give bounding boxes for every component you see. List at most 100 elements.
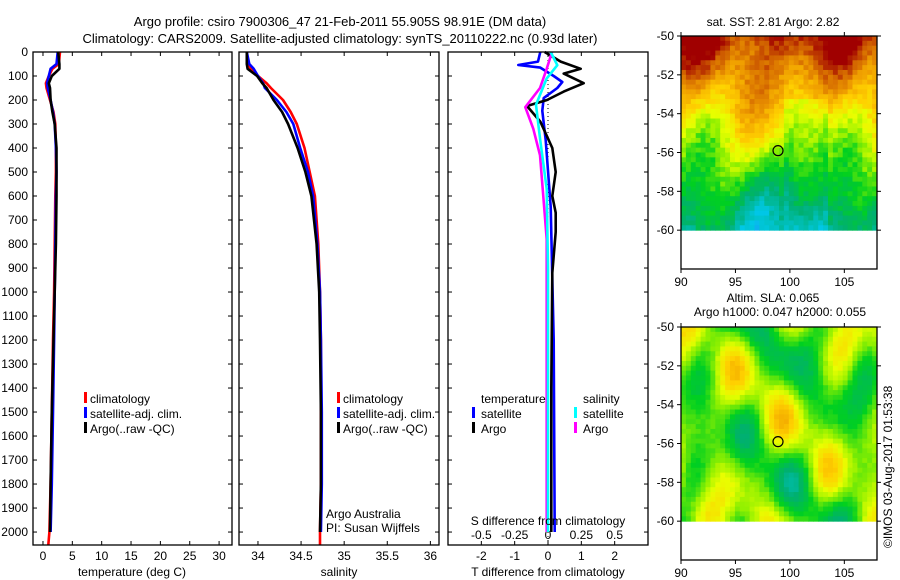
- heatmap-cell: [779, 108, 785, 115]
- heatmap-cell: [867, 424, 873, 430]
- heatmap-cell: [788, 414, 795, 420]
- heatmap-cell: [818, 108, 824, 115]
- heatmap-cell: [818, 191, 824, 197]
- heatmap-cell: [690, 55, 697, 61]
- heatmap-cell: [774, 516, 780, 522]
- heatmap-cell: [710, 492, 716, 498]
- heatmap-cell: [852, 516, 858, 522]
- heatmap-cell: [857, 511, 863, 517]
- heatmap-cell: [769, 351, 775, 357]
- heatmap-cell: [734, 210, 741, 217]
- heatmap-cell: [715, 327, 721, 333]
- heatmap-cell: [720, 346, 726, 352]
- map-frame: [680, 35, 878, 270]
- heatmap-cell: [852, 205, 858, 212]
- heatmap-cell: [734, 36, 741, 42]
- heatmap-cell: [734, 162, 741, 168]
- heatmap-cell: [749, 487, 755, 493]
- heatmap-cell: [837, 103, 844, 110]
- heatmap-cell: [695, 113, 702, 120]
- heatmap-cell: [720, 181, 726, 187]
- heatmap-cell: [823, 419, 829, 425]
- heatmap-cell: [681, 448, 687, 454]
- heatmap-cell: [808, 385, 814, 391]
- heatmap-cell: [828, 385, 834, 391]
- heatmap-cell: [754, 428, 760, 435]
- heatmap-cell: [769, 210, 775, 217]
- heatmap-cell: [842, 74, 849, 81]
- heatmap-cell: [862, 113, 868, 120]
- heatmap-cell: [681, 467, 687, 474]
- heatmap-cell: [774, 487, 780, 493]
- heatmap-cell: [823, 69, 829, 76]
- heatmap-cell: [813, 55, 819, 61]
- heatmap-cell: [798, 453, 804, 459]
- heatmap-cell: [818, 336, 824, 343]
- heatmap-cell: [828, 399, 834, 406]
- heatmap-cell: [774, 394, 780, 401]
- heatmap-cell: [734, 99, 741, 105]
- heatmap-cell: [798, 424, 804, 430]
- heatmap-cell: [842, 79, 849, 86]
- heatmap-cell: [783, 492, 790, 498]
- legend-heading-salinity: salinity: [583, 392, 620, 406]
- heatmap-cell: [681, 356, 687, 362]
- heatmap-cell: [710, 331, 716, 338]
- heatmap-cell: [685, 50, 692, 56]
- heatmap-cell: [783, 341, 790, 347]
- heatmap-cell: [705, 215, 711, 221]
- heatmap-cell: [823, 225, 829, 231]
- heatmap-cell: [759, 390, 765, 396]
- heatmap-cell: [695, 152, 702, 158]
- heatmap-cell: [857, 108, 863, 115]
- heatmap-cell: [842, 424, 849, 430]
- heatmap-cell: [793, 94, 800, 100]
- heatmap-cell: [793, 492, 800, 498]
- heatmap-cell: [764, 191, 770, 197]
- heatmap-cell: [754, 45, 760, 52]
- heatmap-cell: [715, 186, 721, 192]
- heatmap-cell: [705, 55, 711, 61]
- heatmap-cell: [700, 157, 706, 163]
- heatmap-cell: [862, 45, 868, 52]
- y-tick-label: 1000: [1, 285, 28, 299]
- legend-label: climatology: [343, 392, 403, 406]
- heatmap-cell: [705, 147, 711, 153]
- heatmap-cell: [715, 205, 721, 212]
- heatmap-cell: [872, 346, 878, 352]
- heatmap-cell: [793, 462, 800, 469]
- heatmap-cell: [730, 390, 736, 396]
- heatmap-cell: [857, 360, 863, 367]
- heatmap-cell: [754, 210, 760, 217]
- heatmap-cell: [852, 220, 858, 226]
- heatmap-cell: [788, 128, 795, 134]
- heatmap-cell: [808, 467, 814, 474]
- heatmap-cell: [769, 176, 775, 183]
- heatmap-cell: [862, 360, 868, 367]
- heatmap-cell: [847, 501, 853, 508]
- heatmap-cell: [823, 60, 829, 66]
- heatmap-cell: [710, 443, 716, 449]
- heatmap-cell: [759, 424, 765, 430]
- heatmap-cell: [700, 40, 706, 47]
- heatmap-cell: [788, 394, 795, 401]
- x-tick-label: 34.5: [289, 549, 313, 563]
- heatmap-cell: [685, 356, 692, 362]
- heatmap-cell: [739, 394, 746, 401]
- heatmap-cell: [695, 511, 702, 517]
- heatmap-cell: [705, 404, 711, 411]
- heatmap-cell: [793, 50, 800, 56]
- heatmap-cell: [788, 50, 795, 56]
- heatmap-cell: [847, 89, 853, 95]
- heatmap-cell: [754, 356, 760, 362]
- heatmap-cell: [852, 171, 858, 178]
- heatmap-cell: [681, 103, 687, 110]
- heatmap-cell: [847, 419, 853, 425]
- heatmap-cell: [685, 390, 692, 396]
- heatmap-cell: [734, 346, 741, 352]
- heatmap-cell: [754, 133, 760, 139]
- heatmap-cell: [715, 458, 721, 464]
- heatmap-cell: [739, 380, 746, 386]
- heatmap-cell: [764, 40, 770, 47]
- heatmap-cell: [862, 84, 868, 90]
